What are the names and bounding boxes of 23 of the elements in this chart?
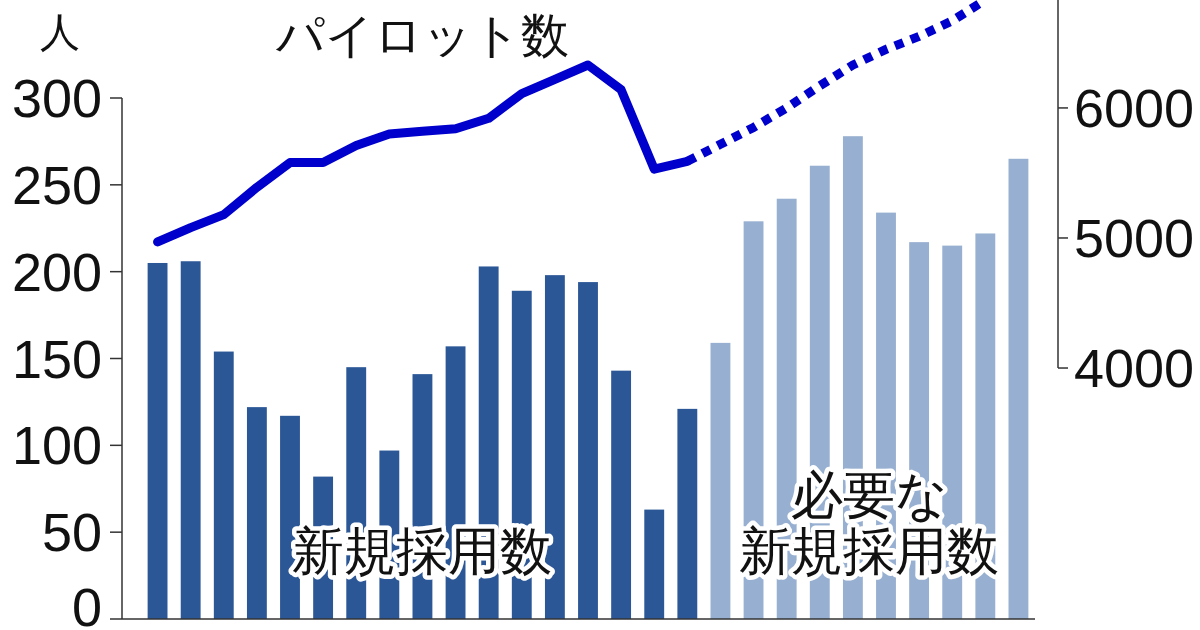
y2-tick-label: 6000 xyxy=(1074,77,1195,138)
bar xyxy=(147,262,168,619)
y2-tick-label: 4000 xyxy=(1074,338,1195,399)
bar xyxy=(246,407,267,619)
bar xyxy=(1008,158,1029,619)
y-axis-title: 人 xyxy=(40,10,80,54)
bar xyxy=(213,351,234,619)
y-tick-label: 200 xyxy=(11,241,102,302)
y-tick-label: 300 xyxy=(11,68,102,128)
y-tick-label: 0 xyxy=(71,577,102,630)
y-tick-label: 150 xyxy=(11,328,102,389)
bar xyxy=(180,261,201,619)
y-tick-label: 100 xyxy=(11,415,102,476)
bar xyxy=(710,342,731,619)
bar xyxy=(578,282,598,619)
y-tick-label: 250 xyxy=(11,154,102,215)
bar xyxy=(644,509,665,619)
series-label: 必要な新規採用数 xyxy=(739,466,1000,580)
y-tick-label: 50 xyxy=(41,502,102,563)
series-label: パイロット数 xyxy=(274,9,569,62)
bar xyxy=(611,370,632,619)
bar xyxy=(677,408,698,619)
y2-tick-label: 5000 xyxy=(1074,207,1195,268)
